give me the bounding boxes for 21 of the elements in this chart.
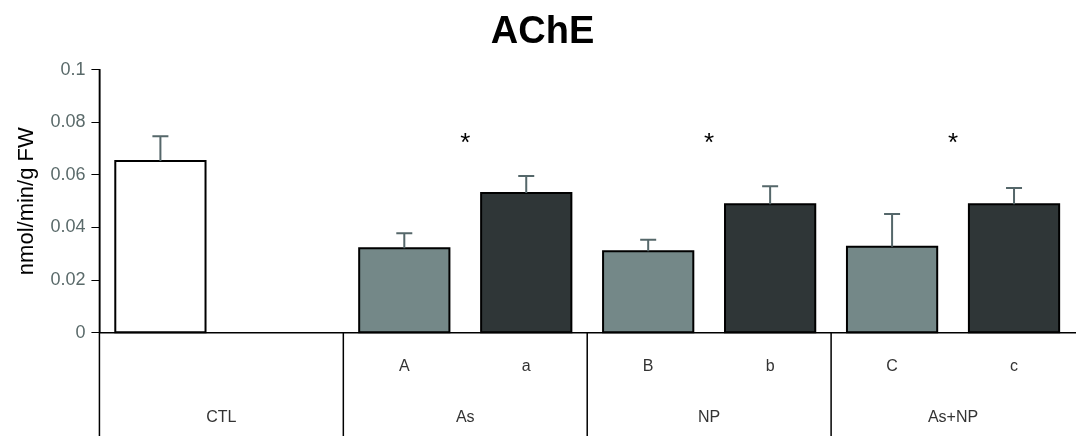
- x-tick-label: a: [521, 356, 531, 374]
- y-tick-label: 0.06: [50, 163, 86, 184]
- x-tick-label: A: [398, 356, 410, 374]
- x-tick-label: b: [765, 356, 775, 374]
- text: NP: [698, 408, 721, 426]
- chart-title: AChE: [490, 9, 595, 52]
- annotation: *: [704, 126, 715, 157]
- y-axis-title: nmol/min/g FW: [13, 127, 39, 276]
- y-tick-label: 0: [75, 321, 86, 342]
- text: As+NP: [927, 408, 979, 426]
- x-tick-label: C: [886, 356, 898, 374]
- y-tick-label: 0.02: [50, 269, 86, 290]
- text: CTL: [206, 408, 237, 426]
- annotation: *: [947, 126, 959, 157]
- x-tick-label: B: [642, 356, 654, 374]
- x-tick-label: c: [1010, 356, 1019, 374]
- text: As: [455, 408, 475, 426]
- y-tick-label: 0.08: [50, 111, 86, 132]
- y-tick-label: 0.04: [50, 216, 86, 237]
- y-tick-label: 0.1: [60, 58, 86, 79]
- annotation: *: [460, 126, 471, 157]
